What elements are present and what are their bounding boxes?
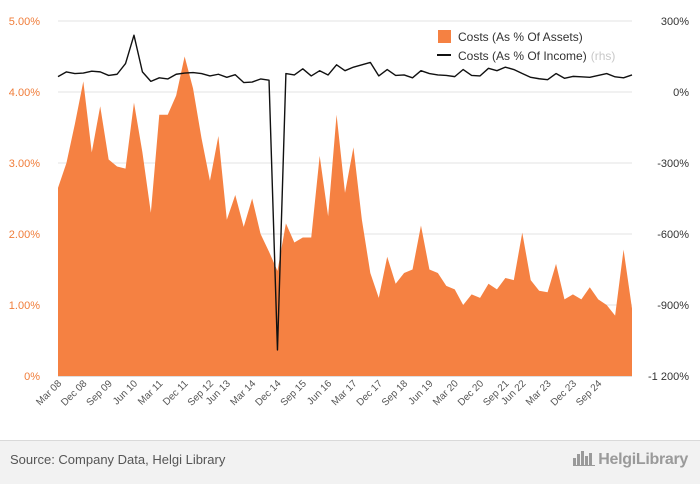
right-tick-label: -600% [657,229,689,241]
right-tick-label: -900% [657,300,689,312]
city-skyline-icon [573,451,596,466]
brand-logo: HelgiLibrary [573,450,688,469]
footer: Source: Company Data, Helgi Library Helg… [0,440,700,484]
brand-name: HelgiLibrary [598,451,688,468]
x-tick-label: Jun 16 [305,378,334,407]
left-tick-label: 3.00% [9,158,40,170]
x-tick-label: Sep 09 [85,378,115,408]
x-tick-label: Jun 19 [407,378,436,407]
costs-chart: 0% 1.00% 2.00% 3.00% 4.00% 5.00% -1 200% -900%… [9,16,689,409]
x-tick-label: Dec 20 [456,378,486,408]
x-tick-label: Mar 23 [524,378,554,408]
left-tick-label: 2.00% [9,229,40,241]
left-tick-label: 4.00% [9,87,40,99]
legend-label-costs-assets: Costs (As % Of Assets) [458,30,583,44]
svg-text:Costs (As % Of Income)(rhs): Costs (As % Of Income) (rhs) [458,49,615,63]
right-tick-label: 300% [661,16,689,28]
x-tick-label: Dec 14 [253,378,283,408]
x-tick-label: Mar 20 [431,378,461,408]
left-tick-label: 5.00% [9,16,40,28]
legend: Costs (As % Of Assets) Costs (As % Of In… [437,30,615,63]
source-note: Source: Company Data, Helgi Library [10,452,226,467]
left-tick-label: 1.00% [9,300,40,312]
x-tick-label: Dec 23 [549,378,579,408]
left-axis-ticks: 0% 1.00% 2.00% 3.00% 4.00% 5.00% [9,16,40,383]
x-tick-label: Dec 08 [59,378,89,408]
series-line-costs-income [57,34,633,351]
x-tick-label: Dec 17 [355,378,385,408]
x-tick-label: Sep 15 [279,378,309,408]
left-tick-label: 0% [24,371,40,383]
right-tick-label: -1 200% [648,371,689,383]
right-tick-label: 0% [673,87,689,99]
legend-label-costs-income: Costs (As % Of Income) [458,49,587,63]
legend-swatch-costs-assets [438,30,451,43]
right-tick-label: -300% [657,158,689,170]
legend-label-rhs: (rhs) [591,49,616,63]
right-axis-ticks: -1 200% -900% -600% -300% 0% 300% [648,16,689,383]
x-tick-label: Sep 24 [574,378,604,408]
x-tick-label: Mar 11 [136,378,166,408]
x-tick-label: Mar 17 [330,378,360,408]
series-area-costs-assets [58,56,632,376]
x-tick-label: Dec 11 [161,378,191,408]
x-tick-label: Jun 10 [111,378,140,407]
x-tick-label: Mar 14 [228,378,258,408]
x-tick-label: Sep 18 [380,378,410,408]
